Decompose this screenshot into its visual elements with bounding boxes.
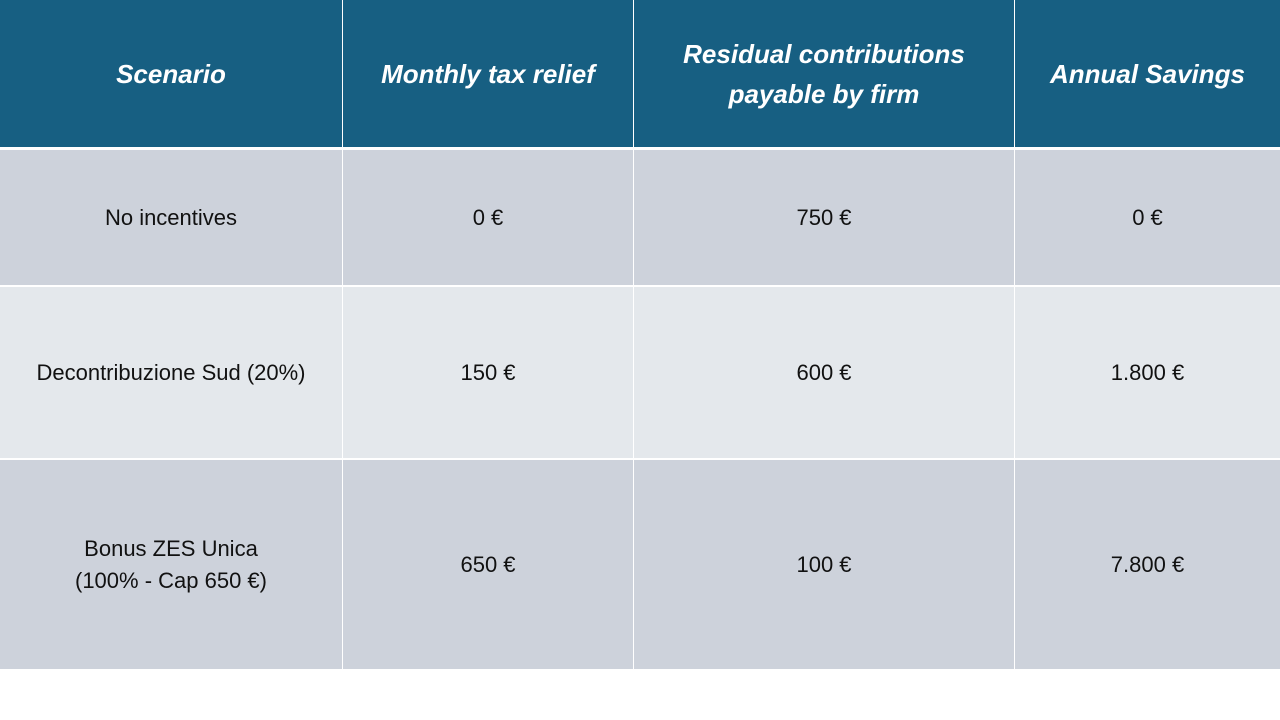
- table-cell: No incentives: [0, 150, 342, 285]
- table-cell: 150 €: [343, 287, 633, 458]
- table-cell: 100 €: [634, 460, 1014, 669]
- table-cell: 650 €: [343, 460, 633, 669]
- cell-text: Bonus ZES Unica: [84, 535, 258, 561]
- header-cell: Monthly tax relief: [343, 0, 633, 147]
- cell-text: 750 €: [796, 204, 852, 230]
- cell-text: Decontribuzione Sud (20%): [36, 359, 306, 385]
- header-cell: Residual contributions payable by firm: [634, 0, 1014, 147]
- header-cell: Annual Savings: [1015, 0, 1280, 147]
- cell-text: payable by firm: [728, 78, 920, 109]
- cell-text: 7.800 €: [1110, 551, 1185, 577]
- table-cell: 600 €: [634, 287, 1014, 458]
- table-cell: 750 €: [634, 150, 1014, 285]
- cell-text: Residual contributions: [683, 38, 965, 69]
- cell-text: Monthly tax relief: [381, 58, 595, 89]
- table-cell: 1.800 €: [1015, 287, 1280, 458]
- cell-text: 150 €: [460, 359, 516, 385]
- table-cell: 0 €: [1015, 150, 1280, 285]
- cell-text: 600 €: [796, 359, 852, 385]
- table-cell: Decontribuzione Sud (20%): [0, 287, 342, 458]
- table-cell: 7.800 €: [1015, 460, 1280, 669]
- table-cell: Bonus ZES Unica (100% - Cap 650 €): [0, 460, 342, 669]
- header-cell: Scenario: [0, 0, 342, 147]
- cell-text: Scenario: [116, 58, 226, 89]
- cell-text: Annual Savings: [1049, 58, 1246, 89]
- cell-text: 0 €: [1132, 204, 1163, 230]
- cell-text: 1.800 €: [1110, 359, 1185, 385]
- cell-text: 100 €: [796, 551, 852, 577]
- cell-text: No incentives: [104, 204, 238, 230]
- cell-text: 650 €: [460, 551, 516, 577]
- cell-text: (100% - Cap 650 €): [75, 567, 267, 593]
- table-cell: 0 €: [343, 150, 633, 285]
- cell-text: 0 €: [472, 204, 504, 230]
